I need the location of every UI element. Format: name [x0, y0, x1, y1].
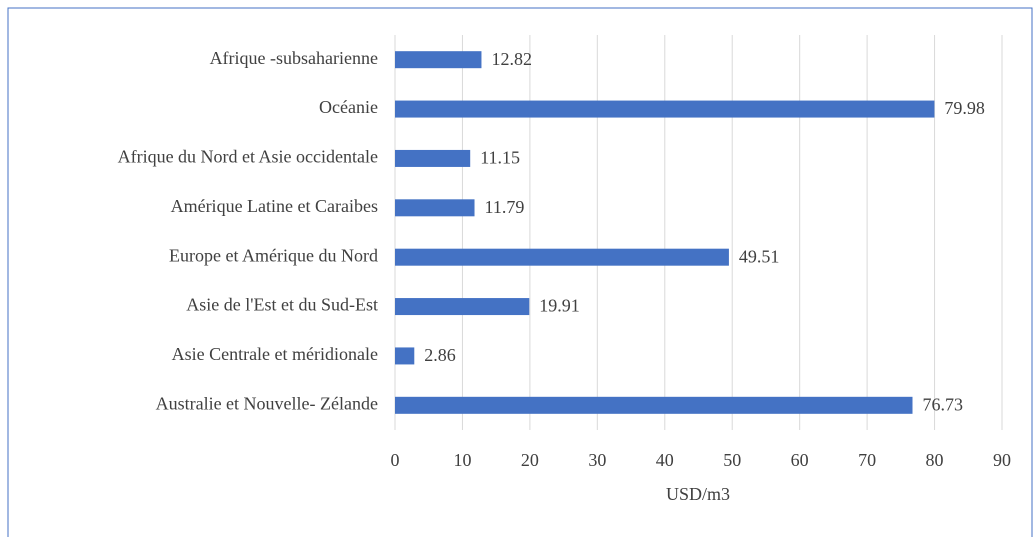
x-tick-label: 80 [926, 450, 944, 470]
value-label: 2.86 [424, 345, 456, 365]
x-tick-label: 30 [588, 450, 606, 470]
value-label: 11.15 [480, 148, 520, 168]
chart-frame [7, 7, 1033, 537]
bar [395, 149, 471, 167]
y-tick-label: Australie et Nouvelle- Zélande [156, 393, 378, 413]
bar [395, 100, 935, 118]
x-tick-label: 50 [723, 450, 741, 470]
x-tick-label: 20 [521, 450, 539, 470]
x-axis-label: USD/m3 [666, 484, 730, 504]
value-label: 79.98 [944, 98, 985, 118]
x-tick-label: 0 [391, 450, 400, 470]
value-label: 11.79 [485, 197, 525, 217]
value-label: 12.82 [491, 49, 531, 69]
x-tick-label: 60 [791, 450, 809, 470]
bar [395, 51, 482, 69]
x-tick-label: 70 [858, 450, 876, 470]
bar [395, 199, 475, 217]
y-tick-label: Amérique Latine et Caraibes [171, 196, 378, 216]
bar [395, 347, 415, 365]
value-label: 19.91 [539, 296, 580, 316]
y-tick-label: Asie de l'Est et du Sud-Est [186, 295, 378, 315]
y-tick-label: Afrique -subsaharienne [210, 48, 378, 68]
bar [395, 396, 913, 414]
y-tick-label: Afrique du Nord et Asie occidentale [118, 147, 378, 167]
y-tick-label: Europe et Amérique du Nord [169, 245, 378, 265]
bar [395, 298, 530, 316]
y-tick-label: Océanie [319, 97, 378, 117]
value-label: 49.51 [739, 246, 780, 266]
bar [395, 248, 729, 266]
x-tick-label: 40 [656, 450, 674, 470]
x-tick-label: 90 [993, 450, 1011, 470]
value-label: 76.73 [923, 394, 964, 414]
y-tick-label: Asie Centrale et méridionale [172, 344, 378, 364]
x-tick-label: 10 [453, 450, 471, 470]
